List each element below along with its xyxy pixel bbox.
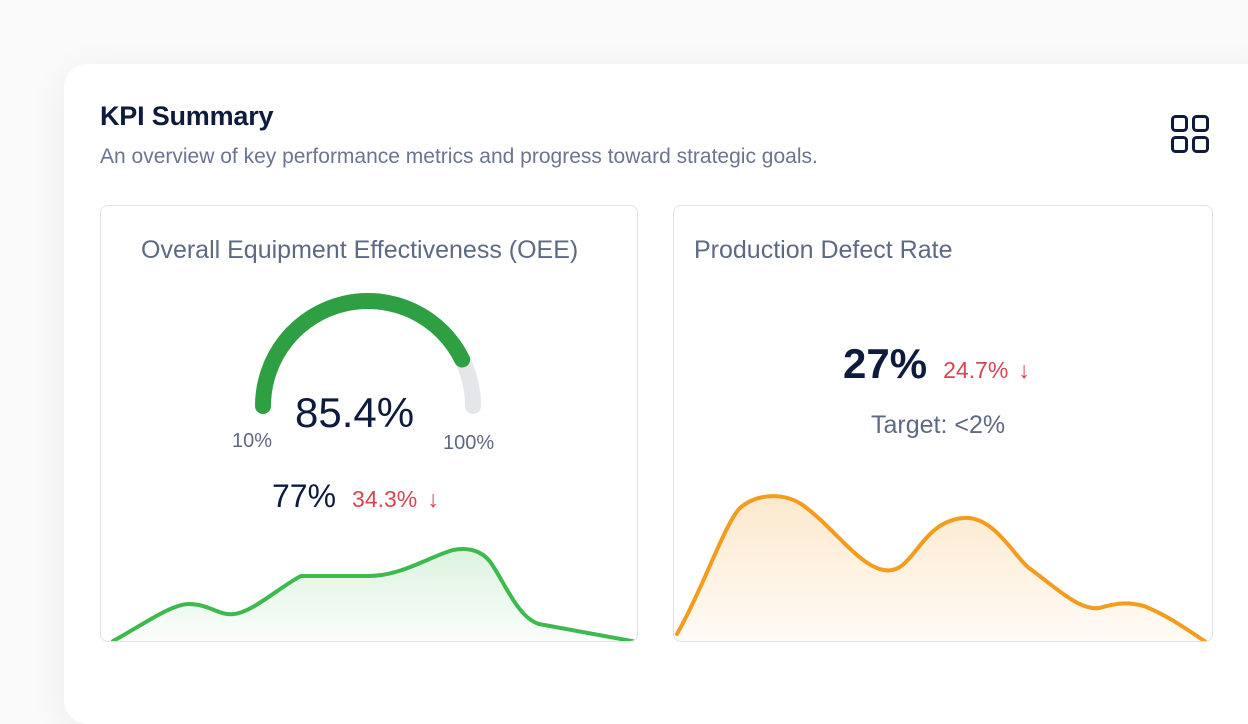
oee-sparkline-area — [113, 549, 637, 641]
gauge-min-label: 10% — [232, 430, 273, 452]
gauge-max-label: 100% — [443, 432, 495, 454]
defect-change-value: 24.7% — [943, 357, 1009, 383]
oee-change-value: 34.3% — [352, 486, 418, 512]
oee-sparkline-line — [111, 547, 637, 641]
defect-sparkline-line — [675, 494, 1209, 641]
defect-sparkline — [675, 494, 1209, 641]
oee-value: 77% — [272, 478, 337, 514]
defect-value: 27% — [843, 340, 928, 387]
defect-target: Target: <2% — [871, 411, 1006, 439]
oee-card-title: Overall Equipment Effectiveness (OEE) — [141, 236, 579, 264]
oee-metric-row: 77% 34.3% ↓ — [272, 478, 439, 515]
oee-gauge — [255, 293, 481, 414]
page-subtitle: An overview of key performance metrics a… — [100, 145, 818, 168]
grid-view-button[interactable] — [1168, 112, 1212, 156]
defect-sparkline-area — [677, 496, 1209, 641]
oee-sparkline — [111, 547, 637, 641]
defect-rate-card: Production Defect Rate 27% 24.7% ↓ Targe… — [673, 205, 1213, 642]
defect-card-title: Production Defect Rate — [694, 236, 953, 264]
defect-change: 24.7% ↓ — [943, 357, 1030, 384]
grid-icon — [1171, 115, 1209, 153]
gauge-value: 85.4% — [295, 389, 415, 436]
gauge-fill — [255, 293, 471, 414]
arrow-down-icon: ↓ — [1018, 357, 1030, 383]
arrow-down-icon: ↓ — [427, 486, 439, 512]
defect-metric-row: 27% 24.7% ↓ — [843, 340, 1030, 388]
oee-card: Overall Equipment Effectiveness (OEE) 85… — [100, 205, 638, 642]
oee-change: 34.3% ↓ — [352, 486, 439, 513]
page-title: KPI Summary — [100, 101, 274, 131]
